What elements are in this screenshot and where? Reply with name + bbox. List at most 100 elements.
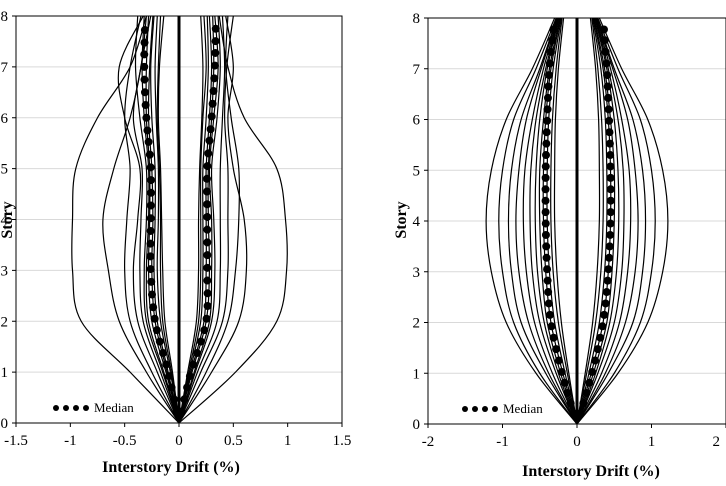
median-point-negative — [145, 150, 154, 159]
median-point-negative — [544, 288, 553, 297]
record-line-negative-7 — [534, 18, 578, 424]
y-tick-label: 5 — [413, 163, 421, 179]
median-point-negative — [541, 185, 550, 194]
median-point-negative — [140, 50, 149, 59]
median-point-negative — [560, 378, 569, 387]
y-tick-label: 3 — [413, 265, 421, 281]
record-traces — [71, 16, 288, 423]
median-point-negative — [542, 128, 551, 137]
median-point-negative — [140, 88, 149, 97]
median-point-negative — [140, 75, 149, 84]
median-point-negative — [545, 310, 554, 319]
y-tick-label: 8 — [413, 11, 421, 27]
median-point-negative — [146, 265, 155, 274]
x-axis-title: Interstory Drift (%) — [522, 463, 660, 480]
median-point-positive — [604, 105, 613, 114]
record-line-positive-11 — [576, 18, 604, 424]
median-point-positive — [185, 372, 194, 381]
record-line-positive-4 — [178, 16, 234, 423]
x-tick-label: 0 — [573, 434, 581, 450]
median-point-positive — [604, 265, 613, 274]
median-point-positive — [203, 276, 212, 285]
median-point-positive — [605, 116, 614, 125]
median-point-negative — [147, 176, 156, 185]
median-point-positive — [203, 251, 212, 260]
chart-panel-1: 0 1 2 3 4 5 6 7 8 -1.5 -1 -0.5 0 0.5 1 1.5 Interstory Dr… — [0, 9, 351, 476]
record-line-positive-6 — [576, 18, 625, 424]
record-line-negative-4 — [515, 18, 578, 424]
median-point-positive — [203, 301, 212, 310]
legend-median-marker — [472, 406, 478, 412]
legend-median-marker — [482, 406, 488, 412]
record-line-negative-3 — [123, 16, 180, 423]
record-line-positive-2 — [576, 18, 656, 424]
median-point-negative — [543, 105, 552, 114]
median-point-positive — [203, 162, 212, 171]
median-point-positive — [189, 360, 198, 369]
median-point-negative — [543, 116, 552, 125]
median-point-positive — [593, 345, 602, 354]
median-point-negative — [542, 242, 551, 251]
median-point-negative — [543, 276, 552, 285]
median-point-negative — [541, 162, 550, 171]
median-point-negative — [541, 196, 550, 205]
x-tick-label: 1 — [648, 434, 656, 450]
record-line-positive-10 — [178, 16, 209, 423]
median-point-positive — [211, 48, 220, 57]
median-point-positive — [210, 61, 219, 70]
median-point-negative — [167, 383, 176, 392]
median-point-positive — [202, 187, 211, 196]
median-point-negative — [549, 25, 558, 34]
median-point-negative — [544, 299, 553, 308]
record-line-negative-6 — [134, 16, 180, 423]
median-point-positive — [605, 242, 614, 251]
record-line-negative-13 — [157, 16, 180, 423]
x-tick-label: -1 — [496, 434, 509, 450]
record-line-negative-1 — [71, 16, 180, 423]
median-point-negative — [149, 303, 158, 312]
median-point-negative — [146, 163, 155, 172]
median-point-negative — [547, 322, 556, 331]
y-tick-label: 6 — [1, 111, 9, 127]
median-point-positive — [596, 333, 605, 342]
record-line-positive-4 — [576, 18, 639, 424]
median-point-negative — [542, 139, 551, 148]
median-point-negative — [552, 345, 561, 354]
median-point-positive — [202, 174, 211, 183]
median-point-positive — [606, 196, 615, 205]
median-point-negative — [146, 214, 155, 223]
median-point-negative — [144, 137, 153, 146]
median-point-negative — [165, 372, 174, 381]
median-point-positive — [601, 299, 610, 308]
x-tick-label: -2 — [422, 434, 435, 450]
median-point-negative — [146, 239, 155, 248]
record-line-positive-1 — [576, 18, 669, 424]
median-point-positive — [605, 128, 614, 137]
median-point-positive — [606, 173, 615, 182]
median-point-positive — [605, 139, 614, 148]
median-point-negative — [542, 253, 551, 262]
median-point-positive — [602, 59, 611, 68]
y-tick-label: 2 — [413, 316, 421, 332]
record-line-negative-12 — [553, 18, 578, 424]
median-point-negative — [542, 151, 551, 160]
median-point-negative — [147, 277, 156, 286]
median-point-positive — [606, 185, 615, 194]
y-tick-label: 7 — [1, 60, 9, 76]
record-line-negative-10 — [150, 16, 180, 423]
legend-median-marker — [63, 405, 69, 411]
y-tick-label: 2 — [1, 314, 9, 330]
legend-median-marker — [83, 405, 89, 411]
median-point-positive — [211, 24, 220, 33]
y-tick-label: 8 — [1, 9, 9, 25]
record-line-negative-5 — [132, 16, 180, 423]
median-point-negative — [557, 367, 566, 376]
median-point-positive — [600, 36, 609, 45]
y-tick-label: 6 — [413, 113, 421, 129]
legend: Median — [53, 400, 134, 415]
median-point-negative — [146, 252, 155, 261]
record-line-negative-11 — [154, 16, 180, 423]
median-point-negative — [566, 399, 575, 408]
median-point-negative — [544, 82, 553, 91]
median-point-negative — [549, 333, 558, 342]
